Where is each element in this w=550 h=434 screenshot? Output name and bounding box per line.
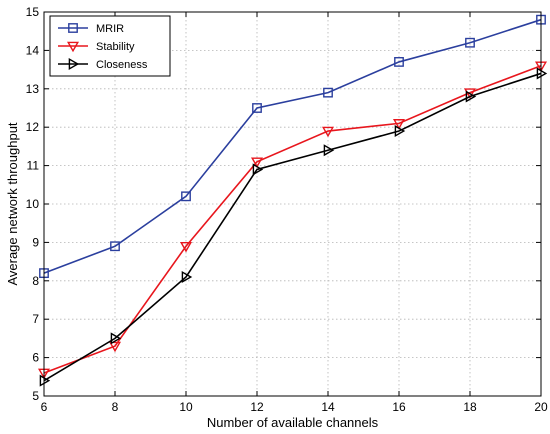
x-axis-label: Number of available channels bbox=[207, 415, 379, 430]
x-tick-label: 16 bbox=[392, 400, 406, 414]
data-point-mrir bbox=[323, 87, 333, 98]
data-point-mrir bbox=[181, 191, 191, 202]
grid bbox=[44, 12, 541, 396]
x-tick-label: 10 bbox=[179, 400, 193, 414]
y-tick-label: 13 bbox=[26, 82, 40, 96]
x-tick-labels: 6 8 10 12 14 16 18 20 bbox=[41, 400, 548, 414]
data-point-closeness bbox=[181, 270, 193, 283]
x-tick-label: 20 bbox=[534, 400, 548, 414]
x-tick-label: 18 bbox=[463, 400, 477, 414]
series-line-stability bbox=[43, 65, 542, 374]
data-point-closeness bbox=[465, 90, 477, 103]
x-tick-label: 14 bbox=[321, 400, 335, 414]
x-tick-label: 8 bbox=[112, 400, 119, 414]
legend-marker-stability bbox=[66, 41, 80, 53]
data-point-stability bbox=[108, 341, 122, 353]
y-tick-label: 12 bbox=[26, 120, 40, 134]
legend-label-closeness: Closeness bbox=[96, 59, 148, 71]
x-tick-label: 12 bbox=[250, 400, 264, 414]
x-tick-label: 6 bbox=[41, 400, 48, 414]
data-point-closeness bbox=[252, 163, 264, 176]
data-point-closeness bbox=[110, 332, 122, 345]
legend-item-mrir: MRIR bbox=[58, 23, 124, 35]
y-tick-label: 11 bbox=[27, 159, 40, 173]
y-tick-label: 9 bbox=[32, 235, 39, 249]
series-layer bbox=[37, 14, 548, 387]
data-point-mrir bbox=[252, 103, 262, 113]
series-line-closeness bbox=[43, 72, 542, 382]
y-tick-labels: 5 6 7 8 9 10 11 12 13 14 15 bbox=[26, 5, 40, 403]
y-tick-label: 6 bbox=[32, 351, 39, 365]
legend-label-mrir: MRIR bbox=[96, 23, 124, 35]
data-point-mrir bbox=[394, 57, 404, 67]
y-tick-label: 7 bbox=[32, 312, 39, 326]
legend-marker-closeness bbox=[68, 57, 80, 71]
y-tick-label: 14 bbox=[26, 43, 40, 57]
data-point-mrir bbox=[465, 37, 475, 48]
legend-item-stability: Stability bbox=[58, 41, 135, 53]
y-tick-label: 10 bbox=[26, 197, 40, 211]
data-point-stability bbox=[463, 88, 477, 99]
data-point-stability bbox=[392, 119, 406, 130]
data-point-stability bbox=[250, 157, 264, 168]
data-point-closeness bbox=[323, 144, 335, 157]
legend-marker-mrir bbox=[68, 23, 78, 33]
y-axis-label: Average network throughput bbox=[5, 122, 20, 285]
y-tick-label: 5 bbox=[32, 389, 39, 403]
data-point-stability bbox=[321, 126, 335, 138]
data-point-closeness bbox=[536, 67, 548, 80]
y-tick-label: 8 bbox=[32, 274, 39, 288]
tick-marks bbox=[43, 11, 542, 397]
data-point-mrir bbox=[110, 241, 120, 252]
data-point-closeness bbox=[39, 374, 51, 387]
data-point-stability bbox=[179, 241, 193, 253]
legend-label-stability: Stability bbox=[96, 41, 135, 53]
y-tick-label: 15 bbox=[26, 5, 40, 19]
data-point-closeness bbox=[394, 125, 406, 138]
series-closeness bbox=[39, 67, 548, 387]
legend: MRIR Stability Closeness bbox=[49, 15, 171, 77]
series-line-mrir bbox=[43, 18, 542, 274]
legend-item-closeness: Closeness bbox=[58, 57, 148, 71]
